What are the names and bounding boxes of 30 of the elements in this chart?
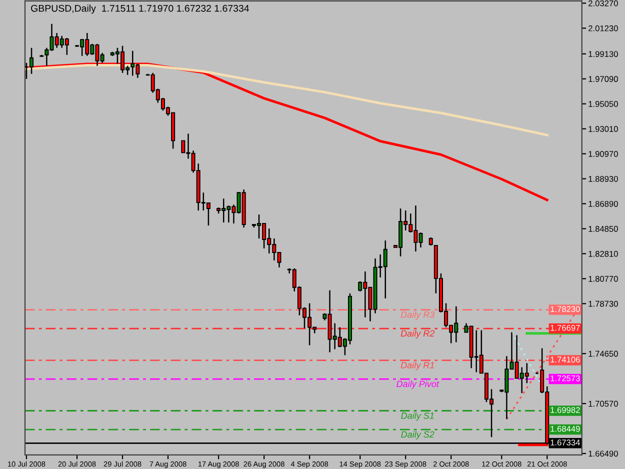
- y-tick-label: 1.84850: [588, 226, 618, 232]
- y-tick-label: 2.01230: [588, 25, 618, 32]
- y-tick-label: 2.03270: [588, 0, 618, 6]
- annotation: 1.68449: [550, 426, 580, 432]
- y-tick-label: 1.95050: [588, 101, 618, 107]
- y-tick-label: 1.86890: [588, 200, 618, 207]
- y-tick-label: 1.80770: [588, 276, 618, 282]
- y-tick-label: 1.99130: [588, 51, 618, 57]
- y-tick-label: 1.93010: [588, 126, 618, 132]
- ref-line-label: Daily R3: [400, 311, 435, 320]
- ref-line-label: Daily Pivot: [396, 380, 440, 389]
- y-tick-label: 1.70570: [588, 400, 618, 407]
- ref-line-label: Daily S2: [401, 430, 434, 440]
- annotation: 1.78230: [550, 306, 580, 312]
- ref-line-label: Daily S1: [401, 412, 434, 421]
- annotation: 1.76697: [550, 324, 580, 331]
- annotation: 1.72573: [550, 375, 580, 382]
- y-tick-label: 1.88930: [588, 176, 618, 182]
- y-tick-label: 1.74650: [588, 350, 618, 357]
- y-tick-label: 1.90970: [588, 150, 618, 157]
- y-tick-label: 1.66490: [588, 450, 618, 457]
- annotation: 1.74106: [550, 356, 580, 362]
- chart-title: GBPUSD,Daily 1.71511 1.71970 1.67232 1.67334: [31, 4, 250, 14]
- y-tick-label: 1.78730: [588, 300, 618, 307]
- y-tick-label: 1.97090: [588, 76, 618, 82]
- y-tick-label: 1.82810: [588, 250, 618, 257]
- ref-line-label: Daily R1: [400, 362, 434, 370]
- ref-line-label: Daily R2: [400, 330, 435, 338]
- annotation: 1.69982: [550, 407, 580, 413]
- annotation: 1.67334: [550, 440, 580, 446]
